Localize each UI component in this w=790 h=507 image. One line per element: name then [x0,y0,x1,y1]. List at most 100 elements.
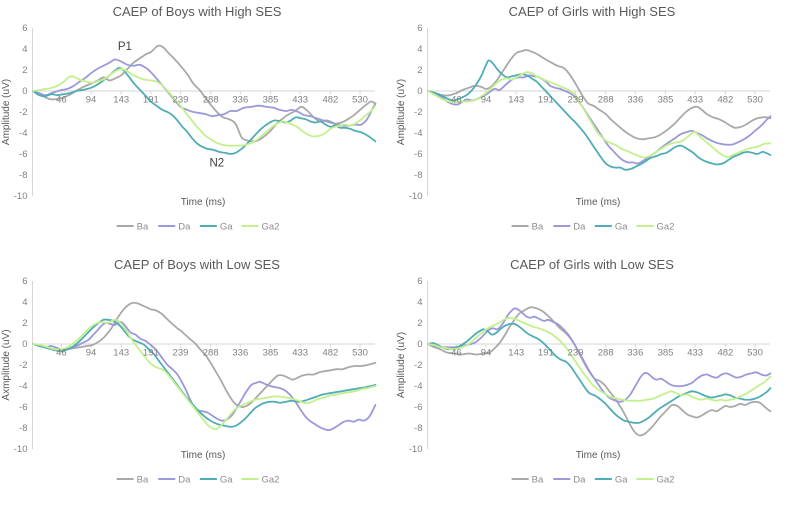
y-tick-label: -8 [414,170,422,181]
y-tick-label: 6 [417,276,422,287]
x-tick-label: 385 [658,348,674,359]
y-tick-label: 4 [22,44,27,55]
chart-title: CAEP of Boys with Low SES [114,257,280,272]
series-line-ga2 [427,316,772,402]
x-tick-label: 530 [352,95,368,106]
x-tick-label: 46 [451,95,462,106]
y-tick-label: -4 [414,381,422,392]
legend-item-da: Da [158,474,191,485]
legend-item-da: Da [553,474,586,485]
y-tick-label: -2 [19,360,27,371]
x-axis-title: Time (ms) [181,450,226,461]
x-tick-label: 433 [687,95,703,106]
y-tick-label: 4 [417,44,422,55]
series-line-da [427,74,772,165]
x-tick-label: 288 [203,348,219,359]
x-tick-label: 433 [292,95,308,106]
x-tick-label: 385 [263,348,279,359]
x-tick-label: 288 [203,95,219,106]
chart-title: CAEP of Girls with High SES [509,4,676,19]
x-tick-label: 46 [451,348,462,359]
legend-label: Ga [615,474,628,485]
x-tick-label: 143 [113,95,129,106]
x-tick-label: 482 [717,348,733,359]
y-tick-label: 2 [22,318,27,329]
chart-svg-girls-high-ses: CAEP of Girls with High SES 6 4 2 0 -2 -4 -6 -8 -… [396,4,772,232]
x-tick-label: 94 [86,95,97,106]
legend-label: Ga [220,474,233,485]
y-tick-label: 0 [22,86,27,97]
series-line-ga2 [32,68,377,147]
x-tick-label: 336 [627,95,643,106]
y-tick-label: -8 [19,423,27,434]
x-tick-label: 143 [508,95,524,106]
series-line-ba [32,44,377,143]
legend-label: Ga2 [656,474,674,485]
y-tick-label: 6 [22,23,27,34]
x-tick-label: 191 [143,95,159,106]
series-line-ba [427,306,772,437]
legend-item-ba: Ba [511,474,544,485]
x-tick-label: 191 [538,348,554,359]
y-axis-title: Axmplitude (uV) [1,329,12,400]
x-tick-label: 530 [352,348,368,359]
x-axis-title: Time (ms) [576,450,621,461]
y-axis-title: Amplitude (uV) [396,332,407,398]
x-tick-label: 46 [56,95,67,106]
legend-item-ba: Ba [116,221,149,232]
legend-label: Ga2 [656,221,674,232]
x-tick-label: 239 [173,348,189,359]
y-tick-label: 0 [417,86,422,97]
chart-girls-high-ses: CAEP of Girls with High SES 6 4 2 0 -2 -4 -6 -8 -… [395,0,790,253]
y-tick-label: 2 [417,65,422,76]
chart-title: CAEP of Boys with High SES [113,4,282,19]
legend-label: Ba [532,474,544,485]
x-tick-label: 94 [481,95,492,106]
legend-item-ga: Ga [594,221,628,232]
series-line-da [32,58,377,127]
x-tick-label: 94 [86,348,97,359]
y-axis-title: Amplitude (uV) [1,79,12,145]
x-tick-label: 143 [508,348,524,359]
x-tick-label: 288 [598,95,614,106]
y-tick-label: 6 [417,23,422,34]
y-tick-label: -4 [19,381,27,392]
y-tick-label: -2 [414,107,422,118]
x-tick-label: 336 [627,348,643,359]
y-tick-label: -6 [19,149,27,160]
legend-item-ga2: Ga2 [636,221,674,232]
y-tick-label: 0 [22,339,27,350]
y-tick-label: 4 [417,297,422,308]
x-tick-label: 143 [113,348,129,359]
x-tick-label: 288 [598,348,614,359]
y-tick-label: 4 [22,297,27,308]
x-tick-label: 530 [747,95,763,106]
series-line-ga2 [427,71,772,159]
x-tick-label: 433 [687,348,703,359]
legend-label: Da [573,221,586,232]
legend-label: Ga [615,221,628,232]
x-tick-label: 239 [173,95,189,106]
series-line-ga [427,322,772,424]
x-tick-label: 191 [538,95,554,106]
y-tick-label: -10 [409,191,423,202]
x-tick-label: 94 [481,348,492,359]
annotation-n2: N2 [210,157,225,169]
legend-label: Ba [137,221,149,232]
legend-item-ba: Ba [116,474,149,485]
legend-item-ga2: Ga2 [241,474,279,485]
y-tick-label: -8 [19,170,27,181]
legend-label: Da [178,221,191,232]
y-tick-label: -2 [19,107,27,118]
x-tick-label: 46 [56,348,67,359]
y-tick-label: -10 [14,191,28,202]
y-axis-title: Amplitude (uV) [396,79,407,145]
x-tick-label: 239 [568,348,584,359]
y-tick-label: -6 [414,149,422,160]
series-line-ga [427,59,772,171]
legend-item-ga2: Ga2 [636,474,674,485]
y-tick-label: -4 [19,128,27,139]
legend-label: Ga2 [261,474,279,485]
y-tick-label: 2 [417,318,422,329]
